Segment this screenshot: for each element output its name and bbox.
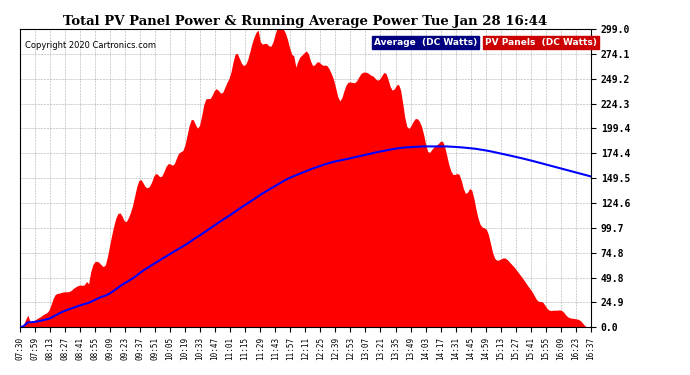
Text: Copyright 2020 Cartronics.com: Copyright 2020 Cartronics.com <box>26 41 156 50</box>
Text: PV Panels  (DC Watts): PV Panels (DC Watts) <box>485 38 597 47</box>
Title: Total PV Panel Power & Running Average Power Tue Jan 28 16:44: Total PV Panel Power & Running Average P… <box>63 15 547 28</box>
Text: Average  (DC Watts): Average (DC Watts) <box>374 38 477 47</box>
